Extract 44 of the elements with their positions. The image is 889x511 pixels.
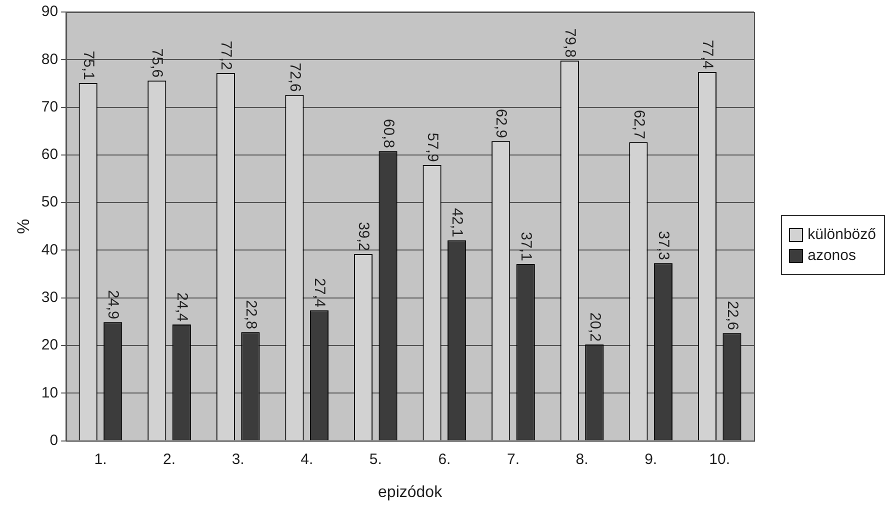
y-tick-label: 30 [41,289,58,306]
x-axis-title: epizódok [378,484,444,501]
x-tick-label: 4. [300,450,314,468]
y-tick-label: 50 [41,194,58,211]
x-tick-label: 8. [576,450,588,468]
x-tick-label: 9. [644,450,658,468]
data-label: 72,6 [286,62,304,92]
x-tick-label: 2. [163,450,176,468]
y-tick-label: 10 [41,384,58,402]
y-tick-label: 0 [50,432,58,449]
y-tick-label: 40 [41,241,58,258]
legend-label: különböző [808,226,876,243]
data-label: 37,3 [655,230,672,260]
y-tick-label: 60 [41,146,58,164]
y-tick-label: 80 [41,50,58,68]
x-tick-label: 1. [94,450,107,468]
data-label: 75,6 [148,48,166,78]
y-axis-title: % [14,218,33,234]
data-label: 27,4 [311,278,328,308]
data-label: 75,1 [80,50,97,80]
data-label: 22,6 [724,300,741,330]
x-tick-label: 7. [506,450,520,468]
data-label: 77,2 [218,40,235,70]
data-label: 42,1 [448,208,466,238]
x-tick-label: 5. [369,450,382,468]
data-label: 39,2 [355,222,372,252]
y-tick-label: 20 [41,336,58,354]
legend-label: azonos [808,247,856,264]
x-tick-label: 6. [438,450,451,468]
x-tick-label: 10. [709,450,730,468]
data-label: 37,1 [517,232,534,262]
data-label: 57,9 [424,132,441,162]
data-label: 62,9 [492,108,510,138]
x-tick-label: 3. [232,450,244,468]
data-label: 24,9 [104,290,122,320]
data-label: 62,7 [630,110,648,140]
y-tick-label: 90 [41,3,58,20]
data-label: 24,4 [174,292,191,322]
data-label: 60,8 [380,118,397,148]
data-label: 22,8 [242,300,260,330]
data-label: 79,8 [562,28,578,58]
y-tick-label: 70 [41,98,58,116]
data-label: 20,2 [586,312,604,342]
data-label: 77,4 [699,40,716,70]
